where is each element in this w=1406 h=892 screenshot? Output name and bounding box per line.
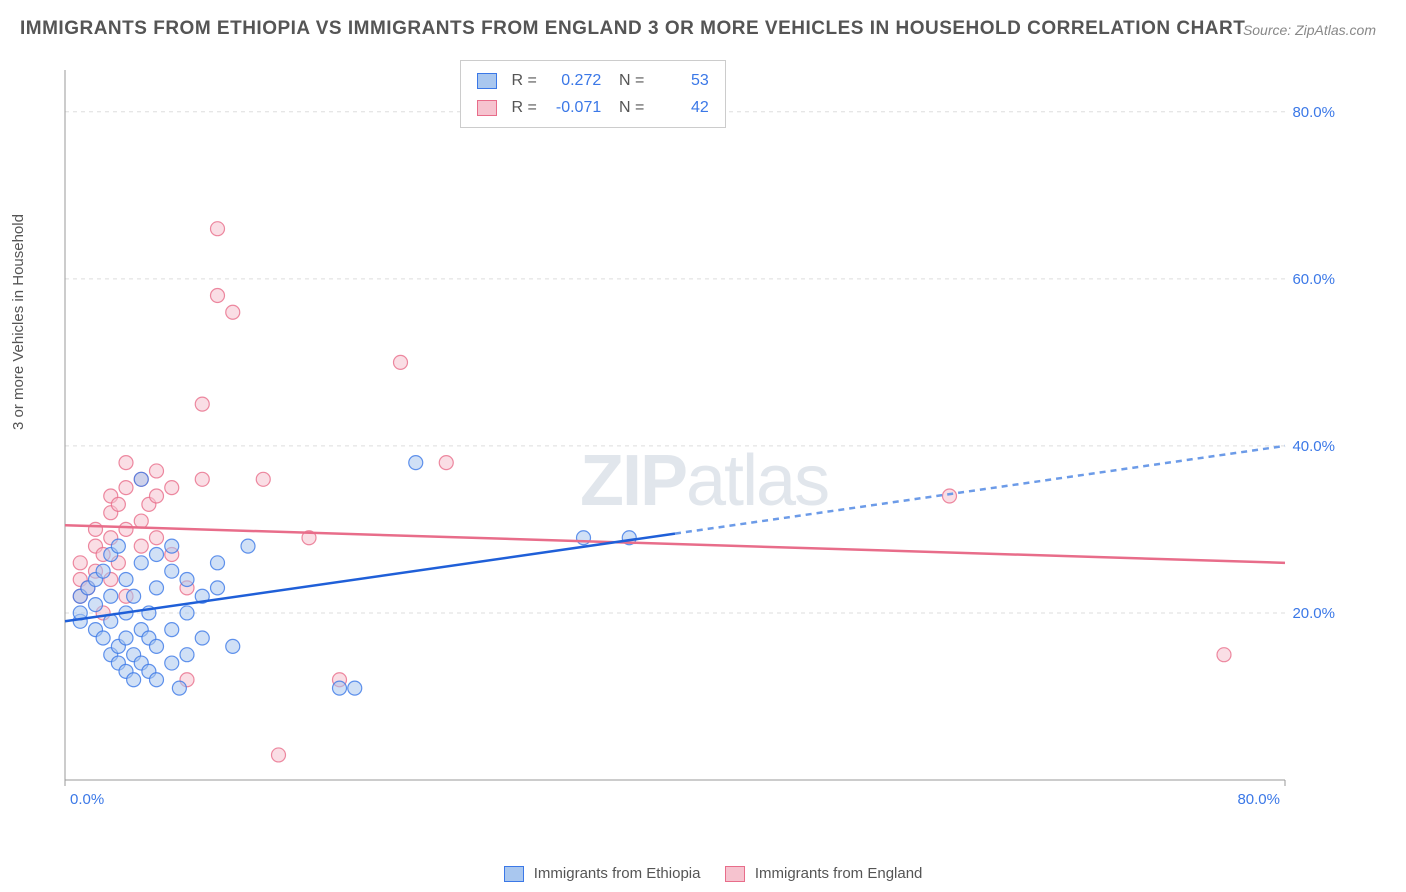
n-label: N = xyxy=(619,99,644,116)
svg-text:80.0%: 80.0% xyxy=(1292,104,1335,121)
swatch-ethiopia xyxy=(477,73,497,89)
r-value-ethiopia: 0.272 xyxy=(541,67,601,94)
scatter-plot: 20.0% 40.0% 60.0% 80.0% 0.0% 80.0% xyxy=(55,60,1345,820)
svg-text:60.0%: 60.0% xyxy=(1292,271,1335,288)
bottom-legend: Immigrants from Ethiopia Immigrants from… xyxy=(0,865,1406,882)
legend-label-england: Immigrants from England xyxy=(755,865,923,882)
y-axis-label: 3 or more Vehicles in Household xyxy=(10,214,27,430)
swatch-england xyxy=(477,100,497,116)
r-label: R = xyxy=(511,72,536,89)
source-attribution: Source: ZipAtlas.com xyxy=(1243,22,1376,38)
svg-text:40.0%: 40.0% xyxy=(1292,438,1335,455)
legend-swatch-ethiopia xyxy=(504,866,524,882)
n-value-ethiopia: 53 xyxy=(649,67,709,94)
legend-label-ethiopia: Immigrants from Ethiopia xyxy=(534,865,701,882)
svg-text:20.0%: 20.0% xyxy=(1292,605,1335,622)
stats-row-england: R = -0.071 N = 42 xyxy=(477,94,709,121)
chart-title: IMMIGRANTS FROM ETHIOPIA VS IMMIGRANTS F… xyxy=(20,18,1245,40)
n-value-england: 42 xyxy=(649,94,709,121)
r-label: R = xyxy=(511,99,536,116)
stats-row-ethiopia: R = 0.272 N = 53 xyxy=(477,67,709,94)
correlation-stats-box: R = 0.272 N = 53 R = -0.071 N = 42 xyxy=(460,60,726,128)
svg-text:0.0%: 0.0% xyxy=(70,791,104,808)
svg-text:80.0%: 80.0% xyxy=(1237,791,1280,808)
plot-svg: 20.0% 40.0% 60.0% 80.0% 0.0% 80.0% xyxy=(55,60,1345,820)
n-label: N = xyxy=(619,72,644,89)
r-value-england: -0.071 xyxy=(541,94,601,121)
legend-swatch-england xyxy=(725,866,745,882)
